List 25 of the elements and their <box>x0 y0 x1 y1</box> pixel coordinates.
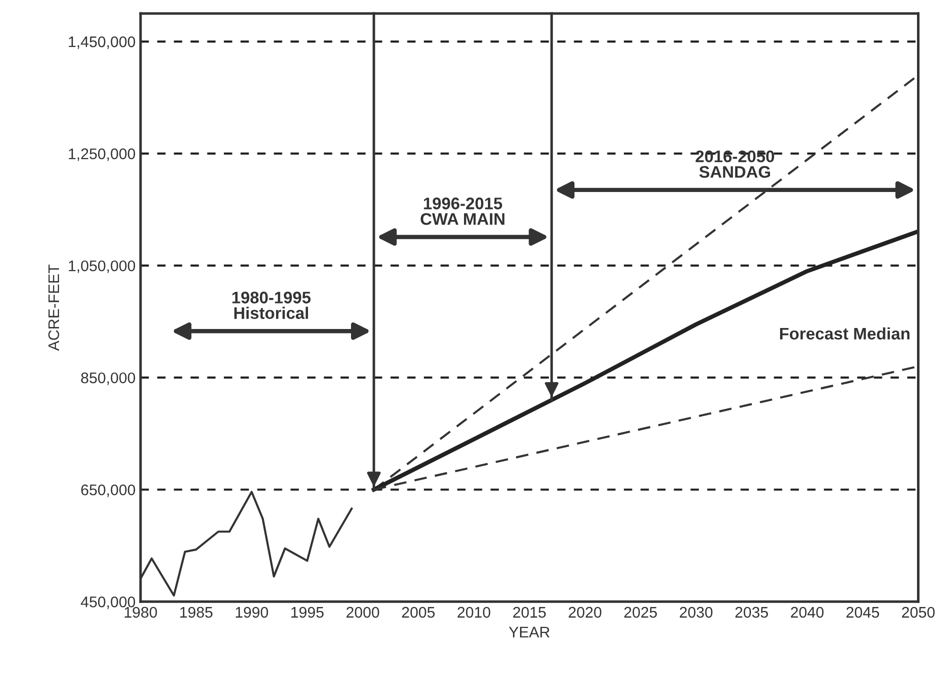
x-tick-label: 1985 <box>180 606 212 618</box>
annotation: 1996-2015 CWA MAIN <box>420 198 504 225</box>
y-tick-label: 1,050,000 <box>68 260 136 274</box>
x-tick-label: 2005 <box>402 606 435 618</box>
x-tick-label: 2025 <box>624 606 657 618</box>
y-tick-label: 850,000 <box>81 372 136 386</box>
y-axis-title: ACRE-FEET <box>48 264 60 351</box>
x-tick-label: 1995 <box>291 606 324 618</box>
y-tick-label: 1,250,000 <box>68 148 136 162</box>
annotation: Forecast Median <box>780 327 910 340</box>
x-tick-label: 1990 <box>236 606 268 618</box>
x-tick-label: 2040 <box>790 606 824 618</box>
x-tick-label: 2015 <box>513 606 546 618</box>
x-tick-label: 2010 <box>458 606 490 618</box>
annotation: 2016-2050 SANDAG <box>696 150 774 178</box>
annotation: 1980-1995 Historical <box>232 292 311 319</box>
x-tick-label: 2045 <box>846 606 880 618</box>
x-tick-label: 2020 <box>568 606 602 618</box>
y-tick-label: 650,000 <box>81 484 136 498</box>
x-tick-label: 2050 <box>902 606 935 618</box>
x-tick-label: 2000 <box>346 606 380 618</box>
x-axis-title: YEAR <box>508 626 550 638</box>
x-tick-label: 2030 <box>680 606 712 618</box>
x-tick-label: 2035 <box>735 606 768 618</box>
y-tick-label: 1,450,000 <box>68 36 136 50</box>
